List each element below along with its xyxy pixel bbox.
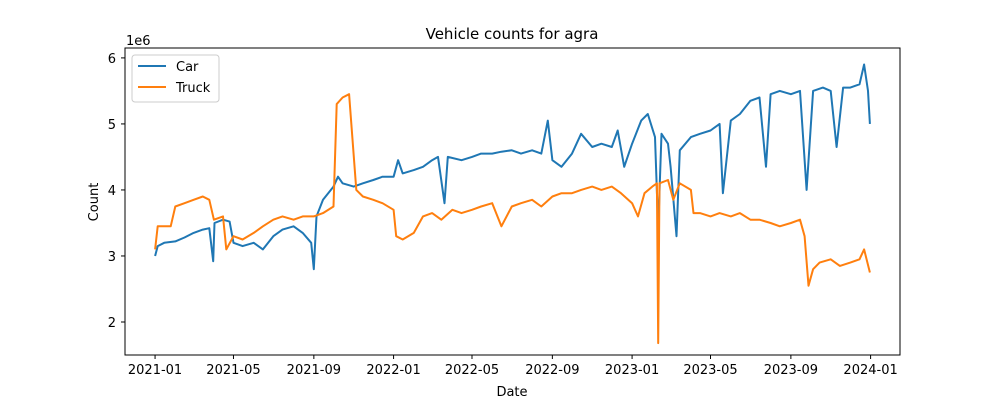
y-tick-label: 5 xyxy=(108,118,116,133)
y-tick-label: 2 xyxy=(108,316,116,331)
y-axis: 2 3 4 5 6 xyxy=(108,52,125,331)
x-tick-label: 2021-09 xyxy=(287,363,341,378)
x-tick-label: 2023-05 xyxy=(683,363,737,378)
x-tick-label: 2021-01 xyxy=(128,363,182,378)
chart-title: Vehicle counts for agra xyxy=(426,25,599,43)
x-axis-label: Date xyxy=(496,385,527,400)
x-tick-label: 2021-05 xyxy=(206,363,260,378)
plot-frame xyxy=(124,47,901,356)
x-tick-label: 2023-01 xyxy=(605,363,659,378)
x-tick-label: 2022-05 xyxy=(445,363,499,378)
x-tick-label: 2022-09 xyxy=(525,363,579,378)
legend-label-car: Car xyxy=(176,60,199,75)
x-axis: 2021-01 2021-05 2021-09 2022-01 2022-05 2022-… xyxy=(128,355,898,378)
y-axis-label: Count xyxy=(87,183,102,222)
series-line-car xyxy=(154,63,871,271)
y-tick-label: 4 xyxy=(108,184,116,199)
x-tick-label: 2024-01 xyxy=(843,363,897,378)
x-tick-label: 2023-09 xyxy=(764,363,818,378)
plot-series xyxy=(154,63,871,345)
legend-label-truck: Truck xyxy=(175,81,211,96)
y-tick-label: 3 xyxy=(108,250,116,265)
legend: Car Truck xyxy=(131,54,220,103)
y-tick-label: 6 xyxy=(108,52,116,67)
x-tick-label: 2022-01 xyxy=(366,363,420,378)
y-offset-label: 1e6 xyxy=(126,34,151,49)
series-line-truck xyxy=(154,93,871,345)
